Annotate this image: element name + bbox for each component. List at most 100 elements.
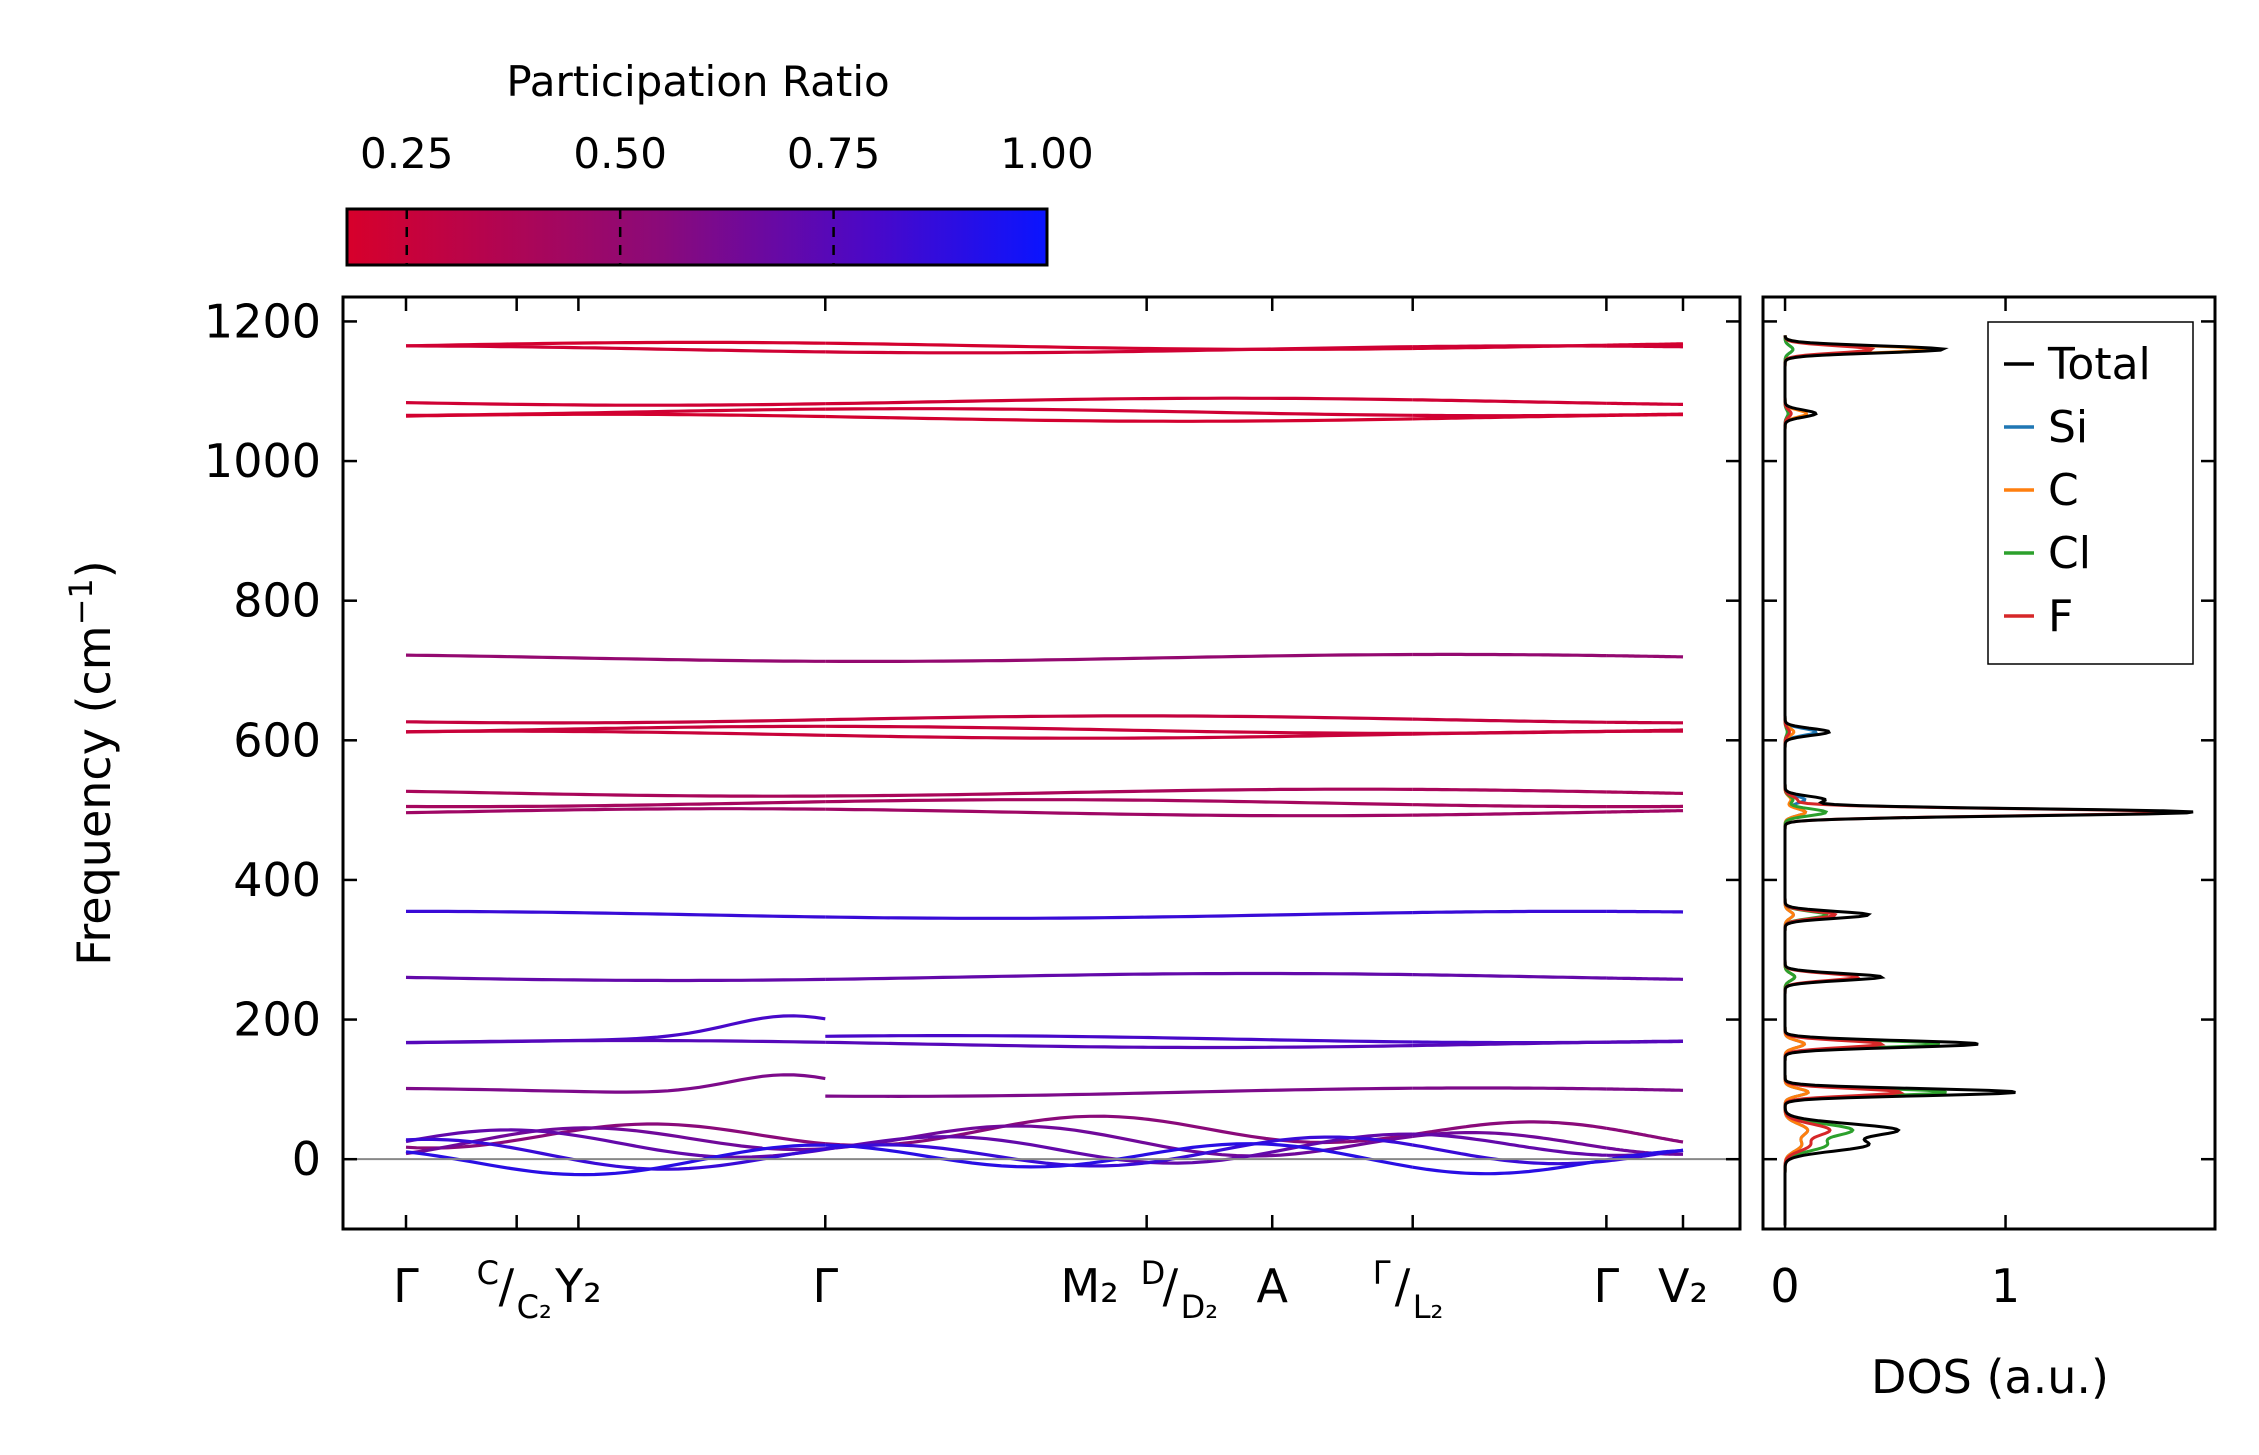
- phonon-band: [406, 800, 826, 809]
- phonon-band: [1606, 909, 1684, 914]
- phonon-band: [1606, 1126, 1684, 1144]
- y-axis-title-close: ): [67, 560, 121, 578]
- phonon-band: [825, 911, 1413, 920]
- k-label: V₂: [1658, 1259, 1708, 1313]
- phonon-band: [1412, 1158, 1607, 1176]
- phonon-band: [1412, 810, 1607, 817]
- phonon-band: [825, 1034, 1413, 1044]
- phonon-band: [1412, 1086, 1607, 1091]
- k-label-den: D₂: [1181, 1288, 1218, 1326]
- phonon-band: [825, 971, 1413, 981]
- phonon-band: [1412, 909, 1607, 915]
- phonon-band: [405, 1137, 826, 1171]
- y-tick-label: 600: [233, 713, 321, 767]
- phonon-band: [1412, 344, 1607, 349]
- y-tick-label: 800: [233, 574, 321, 628]
- dos-legend: Total Si C Cl F: [1987, 321, 2194, 665]
- y-axis-title: Frequency (cm−1): [62, 560, 121, 965]
- k-label-den: L₂: [1413, 1288, 1444, 1326]
- phonon-band: [1606, 790, 1683, 795]
- k-label-num: D: [1141, 1254, 1166, 1292]
- phonon-band: [1412, 729, 1607, 736]
- phonon-band: [1606, 720, 1683, 725]
- y-axis-title-exp: −1: [62, 578, 100, 625]
- phonon-band: [405, 807, 826, 815]
- y-axis-title-text: Frequency (cm: [67, 625, 121, 965]
- dos-panel: 0 1 DOS (a.u.) Total Si C Cl F: [1761, 295, 2217, 1404]
- dos-x-axis-title: DOS (a.u.): [1871, 1350, 2109, 1404]
- k-label-main: M₂: [1061, 1259, 1119, 1313]
- k-label-den: C₂: [517, 1288, 552, 1326]
- phonon-band: [825, 807, 1413, 818]
- phonon-band: [1412, 1143, 1607, 1166]
- phonon-band: [825, 732, 1413, 740]
- phonon-band: [1606, 654, 1684, 659]
- legend-label: C: [2048, 465, 2079, 516]
- phonon-band: [1606, 344, 1683, 349]
- phonon-band: [825, 414, 1413, 423]
- k-label: C / C₂: [477, 1254, 552, 1326]
- phonon-band: [1412, 1132, 1607, 1157]
- colorbar-tick-label: 0.75: [787, 129, 881, 178]
- colorbar-tick-label: 0.25: [360, 129, 454, 178]
- phonon-band: [1606, 976, 1683, 981]
- legend-label: F: [2048, 591, 2073, 642]
- phonon-band: [406, 909, 826, 919]
- phonon-band: [825, 652, 1413, 663]
- phonon-band: [1412, 652, 1607, 658]
- phonon-band: [1606, 809, 1684, 814]
- phonon-band: [825, 1040, 1413, 1050]
- dos-x-tick-label: 0: [1770, 1259, 1799, 1313]
- phonon-band: [405, 1073, 826, 1094]
- phonon-band: [405, 1143, 826, 1177]
- phonon-band: [405, 1122, 826, 1150]
- y-tick-label: 1000: [204, 434, 321, 488]
- y-tick-label: 0: [292, 1132, 321, 1186]
- colorbar-tick-label: 1.00: [1000, 129, 1094, 178]
- legend-label: Si: [2048, 402, 2088, 453]
- phonon-band: [825, 787, 1413, 798]
- colorbar-title: Participation Ratio: [506, 57, 889, 106]
- dos-curve-c: [1783, 335, 1933, 1226]
- phonon-band: [1606, 1148, 1684, 1162]
- phonon-band: [1412, 413, 1607, 421]
- phonon-band: [1412, 1040, 1607, 1048]
- phonon-band: [405, 718, 826, 725]
- colorbar-tick-label: 0.50: [573, 129, 667, 178]
- phonon-band: [1412, 398, 1607, 405]
- phonon-band: [1412, 1120, 1607, 1137]
- k-label-slash: /: [1163, 1259, 1179, 1313]
- phonon-band: [405, 412, 826, 419]
- phonon-band: [405, 1014, 826, 1045]
- k-label: A: [1256, 1259, 1288, 1313]
- y-tick-label: 400: [233, 853, 321, 907]
- phonon-band: [405, 1128, 826, 1159]
- k-label: M₂ D/D₂: [1061, 1254, 1219, 1326]
- phonon-band: [1606, 1087, 1683, 1092]
- phonon-band: [1412, 717, 1607, 724]
- dos-curve-si: [1783, 335, 1818, 1226]
- k-label-num: Γ: [1373, 1254, 1391, 1292]
- phonon-band: [405, 340, 826, 348]
- phonon-band: [1606, 1039, 1683, 1044]
- phonon-band: [405, 789, 826, 798]
- phonon-band: [1412, 787, 1607, 794]
- k-label: Γ: [812, 1259, 838, 1313]
- dos-curve-total: [1783, 335, 2194, 1226]
- phonon-band: [825, 1086, 1413, 1099]
- k-label-slash: /: [499, 1259, 515, 1313]
- phonon-band: [825, 1135, 1413, 1168]
- phonon-band: [1606, 413, 1683, 418]
- phonon-band: [405, 729, 826, 737]
- k-label: Γ: [393, 1259, 419, 1313]
- phonon-band: [825, 345, 1413, 355]
- colorbar-gradient: [345, 207, 1049, 267]
- phonon-band: [405, 975, 826, 983]
- phonon-band: [825, 407, 1413, 417]
- legend-label: Total: [2047, 339, 2151, 390]
- y-tick-label: 1200: [204, 294, 321, 348]
- phonon-band: [825, 714, 1413, 722]
- k-label: Γ: [1594, 1259, 1620, 1313]
- legend-label: Cl: [2048, 528, 2091, 579]
